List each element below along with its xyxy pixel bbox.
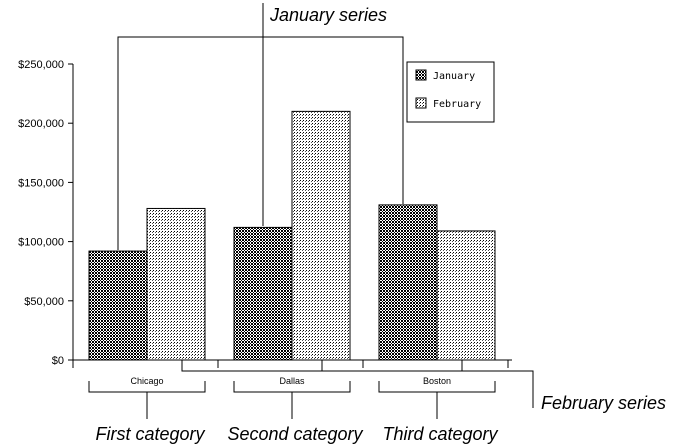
y-tick-label: $0: [52, 355, 64, 367]
february-bracket: [181, 360, 522, 372]
y-tick-label: $100,000: [18, 237, 64, 249]
january-series-annotation: January series: [269, 5, 387, 25]
february-series-annotation: February series: [541, 393, 666, 413]
january-bracket: [117, 36, 404, 250]
y-tick-label: $200,000: [18, 118, 64, 130]
bar-january-chicago: [88, 250, 148, 361]
legend-swatch-january: [415, 69, 427, 81]
legend-swatch-february: [415, 97, 427, 109]
category-label: Dallas: [279, 376, 305, 386]
category-label: Chicago: [130, 376, 163, 386]
legend-label-february: February: [433, 99, 481, 110]
category-annotation: Second category: [227, 424, 363, 444]
bar-february-chicago: [146, 207, 206, 361]
bar-january-boston: [378, 204, 438, 361]
category-annotation: First category: [95, 424, 205, 444]
february-leader-line: [522, 370, 534, 408]
bar-january-dallas: [233, 226, 293, 361]
bar-february-boston: [436, 230, 496, 361]
bar-february-dallas: [291, 110, 351, 361]
category-label: Boston: [423, 376, 451, 386]
category-annotation: Third category: [382, 424, 498, 444]
legend-label-january: January: [433, 71, 475, 82]
legend-box: [406, 61, 495, 123]
y-tick-label: $50,000: [24, 296, 64, 308]
y-tick-label: $250,000: [18, 59, 64, 71]
y-tick-label: $150,000: [18, 177, 64, 189]
